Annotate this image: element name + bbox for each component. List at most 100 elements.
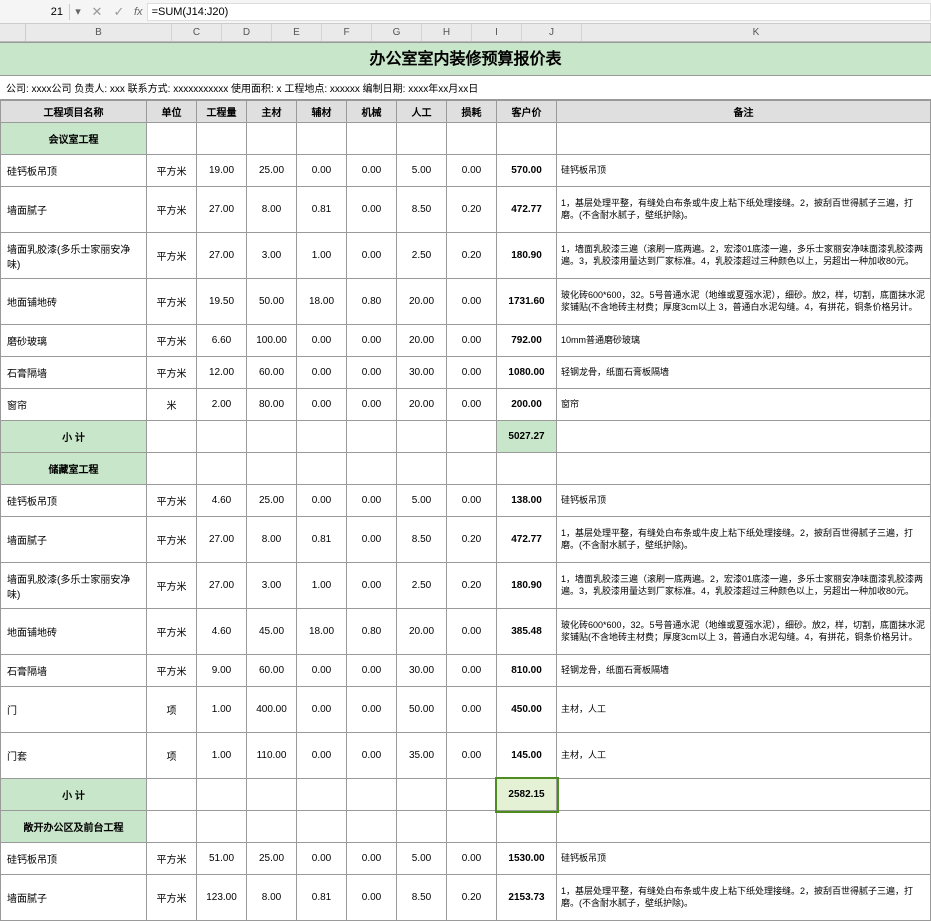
cell-qty[interactable]: 2.00	[197, 389, 247, 421]
cell-price[interactable]: 2153.73	[497, 875, 557, 921]
cell-qty[interactable]: 4.60	[197, 609, 247, 655]
cell-unit[interactable]: 项	[147, 687, 197, 733]
cell-labor[interactable]: 20.00	[397, 389, 447, 421]
cell-unit[interactable]: 平方米	[147, 517, 197, 563]
cell-labor[interactable]: 20.00	[397, 325, 447, 357]
cell-qty[interactable]: 27.00	[197, 517, 247, 563]
cell-price[interactable]: 1530.00	[497, 843, 557, 875]
cell-unit[interactable]: 平方米	[147, 655, 197, 687]
cell-price[interactable]: 570.00	[497, 155, 557, 187]
cell-main[interactable]: 25.00	[247, 155, 297, 187]
cell[interactable]	[197, 779, 247, 811]
cell-name[interactable]: 石膏隔墙	[1, 655, 147, 687]
cell[interactable]	[297, 811, 347, 843]
cancel-icon[interactable]: ✕	[86, 4, 108, 20]
cell-note[interactable]: 1，基层处理平整，有缝处白布条或牛皮上粘下纸处理接缝。2，披刮百世得腻子三遍，打…	[557, 875, 931, 921]
cell-main[interactable]: 60.00	[247, 655, 297, 687]
cell[interactable]	[297, 123, 347, 155]
cell-note[interactable]: 硅钙板吊顶	[557, 843, 931, 875]
cell-labor[interactable]: 5.00	[397, 843, 447, 875]
cell[interactable]	[347, 811, 397, 843]
cell-qty[interactable]: 1.00	[197, 733, 247, 779]
cell-main[interactable]: 45.00	[247, 609, 297, 655]
cell-price[interactable]: 810.00	[497, 655, 557, 687]
cell-loss[interactable]: 0.00	[447, 843, 497, 875]
cell-labor[interactable]: 20.00	[397, 279, 447, 325]
cell-note[interactable]: 1，墙面乳胶漆三遍（滚刷一底两遍。2，宏漆01底漆一遍，多乐士家丽安净味面漆乳胶…	[557, 233, 931, 279]
cell-price[interactable]: 385.48	[497, 609, 557, 655]
check-icon[interactable]: ✓	[108, 4, 130, 20]
cell-name[interactable]: 窗帘	[1, 389, 147, 421]
cell-note[interactable]: 玻化砖600*600，32。5号普通水泥（地维或夏强水泥），细砂。放2，样，切割…	[557, 279, 931, 325]
cell-mach[interactable]: 0.00	[347, 563, 397, 609]
cell-loss[interactable]: 0.00	[447, 325, 497, 357]
cell-labor[interactable]: 30.00	[397, 357, 447, 389]
cell-loss[interactable]: 0.00	[447, 485, 497, 517]
cell-qty[interactable]: 51.00	[197, 843, 247, 875]
subtotal-price[interactable]: 5027.27	[497, 421, 557, 453]
cell-unit[interactable]: 平方米	[147, 563, 197, 609]
cell[interactable]	[557, 123, 931, 155]
cell-aux[interactable]: 0.81	[297, 517, 347, 563]
cell-qty[interactable]: 1.00	[197, 687, 247, 733]
cell-price[interactable]: 450.00	[497, 687, 557, 733]
cell-mach[interactable]: 0.00	[347, 655, 397, 687]
cell-main[interactable]: 8.00	[247, 875, 297, 921]
cell-loss[interactable]: 0.00	[447, 389, 497, 421]
cell-note[interactable]: 主材，人工	[557, 733, 931, 779]
cell-loss[interactable]: 0.20	[447, 517, 497, 563]
cell-mach[interactable]: 0.00	[347, 687, 397, 733]
cell[interactable]	[297, 421, 347, 453]
cell-mach[interactable]: 0.00	[347, 875, 397, 921]
cell[interactable]	[297, 453, 347, 485]
cell-price[interactable]: 145.00	[497, 733, 557, 779]
cell-name[interactable]: 石膏隔墙	[1, 357, 147, 389]
subtotal-label[interactable]: 小 计	[1, 421, 147, 453]
cell[interactable]	[397, 453, 447, 485]
col-header-E[interactable]: E	[272, 24, 322, 41]
cell-aux[interactable]: 0.00	[297, 389, 347, 421]
cell-name[interactable]: 地面铺地砖	[1, 609, 147, 655]
cell-main[interactable]: 100.00	[247, 325, 297, 357]
cell[interactable]	[557, 421, 931, 453]
cell-price[interactable]: 472.77	[497, 187, 557, 233]
cell-main[interactable]: 110.00	[247, 733, 297, 779]
cell-qty[interactable]: 123.00	[197, 875, 247, 921]
cell[interactable]	[197, 123, 247, 155]
cell-aux[interactable]: 0.00	[297, 485, 347, 517]
cell-price[interactable]: 180.90	[497, 563, 557, 609]
cell-note[interactable]: 主材，人工	[557, 687, 931, 733]
select-all-corner[interactable]	[0, 24, 26, 41]
cell-note[interactable]: 轻钢龙骨，纸面石膏板隔墙	[557, 655, 931, 687]
cell[interactable]	[447, 453, 497, 485]
cell[interactable]	[557, 453, 931, 485]
cell[interactable]	[447, 811, 497, 843]
cell-qty[interactable]: 12.00	[197, 357, 247, 389]
name-box[interactable]: 21	[0, 4, 70, 20]
cell-note[interactable]: 1，基层处理平整，有缝处白布条或牛皮上粘下纸处理接缝。2，披刮百世得腻子三遍，打…	[557, 187, 931, 233]
cell-mach[interactable]: 0.00	[347, 155, 397, 187]
cell-loss[interactable]: 0.20	[447, 875, 497, 921]
cell-loss[interactable]: 0.20	[447, 563, 497, 609]
cell-unit[interactable]: 项	[147, 733, 197, 779]
col-header-I[interactable]: I	[472, 24, 522, 41]
cell[interactable]	[347, 123, 397, 155]
cell-loss[interactable]: 0.00	[447, 733, 497, 779]
cell-name[interactable]: 墙面乳胶漆(多乐士家丽安净味)	[1, 563, 147, 609]
cell-price[interactable]: 180.90	[497, 233, 557, 279]
formula-input[interactable]	[147, 3, 931, 21]
cell[interactable]	[447, 123, 497, 155]
cell[interactable]	[297, 779, 347, 811]
cell-price[interactable]: 792.00	[497, 325, 557, 357]
cell-mach[interactable]: 0.00	[347, 187, 397, 233]
cell-main[interactable]: 80.00	[247, 389, 297, 421]
cell[interactable]	[497, 811, 557, 843]
cell-name[interactable]: 地面铺地砖	[1, 279, 147, 325]
cell-loss[interactable]: 0.00	[447, 687, 497, 733]
cell-labor[interactable]: 20.00	[397, 609, 447, 655]
cell-qty[interactable]: 19.00	[197, 155, 247, 187]
cell-name[interactable]: 硅钙板吊顶	[1, 843, 147, 875]
cell[interactable]	[197, 453, 247, 485]
cell-unit[interactable]: 平方米	[147, 233, 197, 279]
cell[interactable]	[557, 811, 931, 843]
